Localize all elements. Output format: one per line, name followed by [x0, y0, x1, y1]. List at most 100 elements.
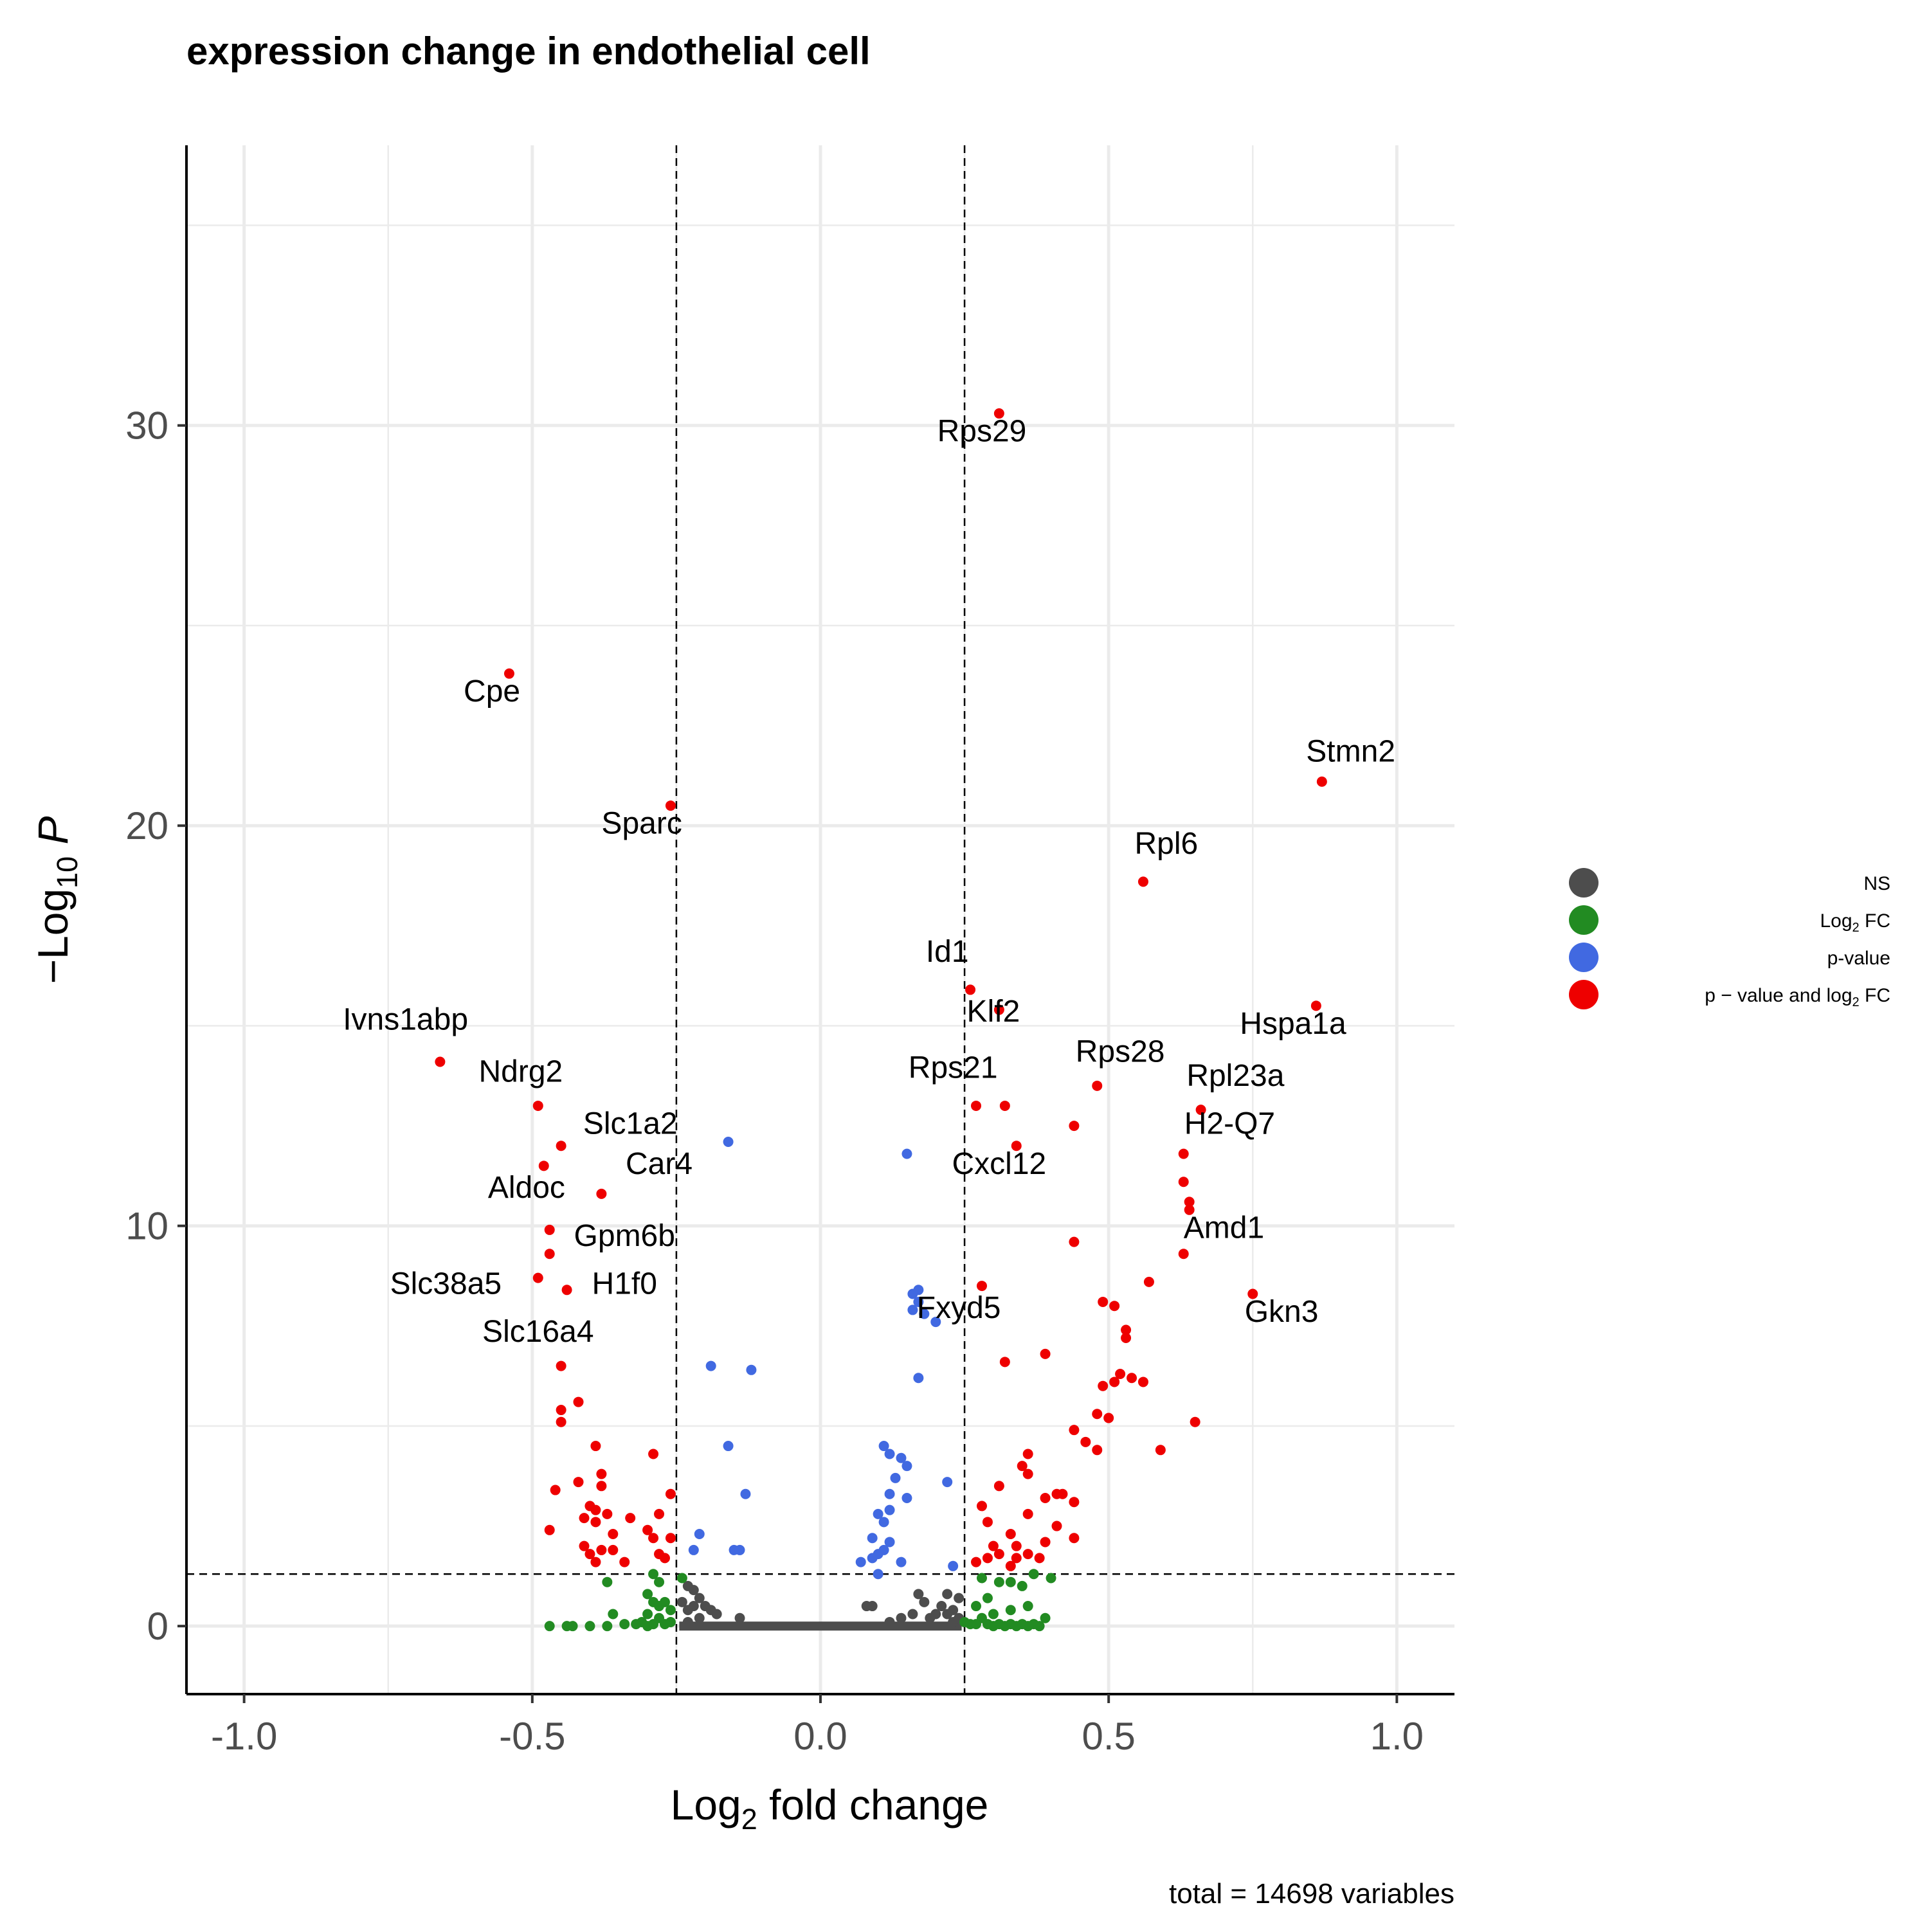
gene-label-connector	[505, 673, 510, 678]
both-point	[1137, 1377, 1148, 1387]
ns-point	[942, 1609, 953, 1620]
tick-labels: -1.0 -0.5 0.0 0.5 1.0 0 10 20 30	[125, 404, 1424, 1758]
x-axis-title: Log2 fold change	[671, 1781, 989, 1836]
both-point	[999, 1357, 1010, 1368]
gene-label: Rps29	[937, 415, 1027, 449]
both-point	[1184, 1204, 1195, 1215]
x-tick-label: 0.5	[1082, 1715, 1135, 1758]
both-point	[573, 1396, 584, 1407]
both-point	[1051, 1521, 1062, 1531]
gene-label: Hspa1a	[1240, 1007, 1346, 1041]
both-point	[596, 1468, 607, 1479]
gene-label: H2-Q7	[1184, 1107, 1275, 1141]
x-tick-label: 0.0	[793, 1715, 847, 1758]
gene-label: Stmn2	[1306, 735, 1395, 769]
ns-point	[954, 1593, 964, 1603]
both-point	[544, 1249, 555, 1259]
gene-label-connector	[534, 1277, 539, 1283]
p-point	[734, 1544, 745, 1555]
both-point	[1069, 1533, 1080, 1544]
ns-point	[682, 1605, 693, 1616]
y-tick-label: 30	[125, 404, 168, 447]
ns-point	[711, 1609, 722, 1620]
gene-label: Aldoc	[488, 1171, 565, 1205]
ns-point	[913, 1589, 924, 1600]
gene-label-connector	[995, 413, 1000, 418]
fc-point	[988, 1609, 999, 1620]
both-point	[1121, 1324, 1132, 1335]
both-point	[1022, 1449, 1033, 1459]
fc-point	[1040, 1612, 1051, 1623]
fc-point	[648, 1569, 659, 1580]
gene-label-connector	[548, 1229, 554, 1234]
both-point	[1178, 1177, 1189, 1187]
gene-label: Rpl23a	[1186, 1059, 1284, 1093]
fc-point	[642, 1609, 653, 1620]
both-point	[1109, 1301, 1120, 1312]
chart-title: expression change in endothelial cell	[186, 30, 871, 73]
ns-point	[694, 1593, 705, 1603]
gene-label-connector	[978, 1285, 983, 1290]
chart-caption: total = 14698 variables	[1169, 1878, 1454, 1909]
fc-point	[1028, 1569, 1039, 1580]
gene-label-connector	[1312, 1005, 1317, 1010]
gene-label-connector	[995, 1009, 1000, 1015]
p-point	[907, 1288, 918, 1299]
gene-label-connector	[534, 1105, 539, 1110]
gene-label: Gpm6b	[574, 1219, 675, 1253]
both-point	[544, 1524, 555, 1535]
both-point	[584, 1549, 595, 1560]
fc-point	[659, 1619, 670, 1630]
both-point	[619, 1557, 630, 1567]
ns-point	[896, 1612, 907, 1623]
fc-point	[631, 1619, 642, 1630]
ns-point	[948, 1616, 959, 1627]
p-point	[913, 1373, 924, 1384]
both-point	[1057, 1488, 1068, 1499]
x-tick-label: 1.0	[1370, 1715, 1424, 1758]
p-point	[746, 1364, 757, 1375]
legend-label-p: p-value	[1827, 948, 1890, 969]
fc-point	[988, 1621, 999, 1632]
both-point	[579, 1513, 590, 1524]
both-point	[1190, 1416, 1200, 1427]
both-point	[1080, 1436, 1091, 1447]
p-point	[884, 1537, 895, 1548]
p-point	[901, 1492, 912, 1503]
both-point	[1069, 1121, 1080, 1132]
fc-point	[1005, 1605, 1016, 1616]
both-point	[1115, 1369, 1126, 1380]
gene-label: Slc1a2	[583, 1107, 678, 1141]
both-point	[1005, 1560, 1016, 1571]
both-point	[1017, 1461, 1028, 1472]
fc-point	[1034, 1621, 1045, 1632]
fc-point	[1046, 1573, 1056, 1584]
both-point	[625, 1513, 636, 1524]
threshold-lines	[186, 145, 1454, 1694]
gene-label-connector	[966, 989, 971, 995]
legend-swatch-ns	[1569, 868, 1598, 898]
fc-point	[642, 1621, 653, 1632]
legend-swatch-p	[1569, 943, 1598, 972]
legend-label-fc: Log2 FC	[1820, 910, 1890, 935]
both-point	[1040, 1492, 1051, 1503]
p-point	[896, 1452, 907, 1463]
p-point	[867, 1533, 878, 1544]
fc-point	[976, 1573, 987, 1584]
both-point	[1098, 1296, 1109, 1307]
p-point	[884, 1488, 895, 1499]
gene-label-connector	[1012, 1145, 1017, 1150]
gene-label: Fxyd5	[917, 1291, 1001, 1325]
both-point	[1092, 1445, 1103, 1456]
fc-point	[1005, 1576, 1016, 1587]
fc-point	[665, 1605, 676, 1616]
both-point	[602, 1508, 613, 1519]
both-point	[1127, 1373, 1137, 1384]
p-point	[913, 1296, 924, 1307]
p-point	[705, 1360, 716, 1371]
gene-label: Ivns1abp	[343, 1003, 468, 1037]
axes	[177, 145, 1454, 1703]
both-point	[608, 1544, 619, 1555]
fc-point	[1022, 1601, 1033, 1612]
both-point	[1092, 1409, 1103, 1420]
